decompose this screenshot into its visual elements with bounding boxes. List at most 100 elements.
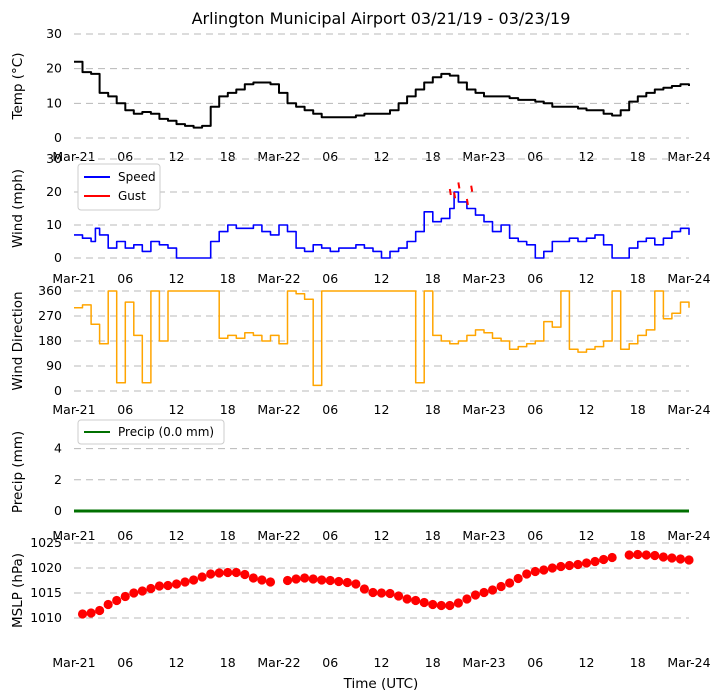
x-tick-label: 06 — [527, 402, 543, 417]
wind-gust-mark — [453, 192, 457, 199]
wind-panel: 0 10 20 30 Wind (mph) Mar-21 06 12 18 Mar-22 06 12 1… — [10, 151, 711, 286]
x-tick-label: 18 — [425, 655, 441, 670]
x-tick-label: 12 — [579, 149, 595, 164]
y-tick-label: 10 — [46, 95, 62, 110]
x-tick-label: 18 — [630, 271, 646, 286]
mslp-panel: 1010 1015 1020 1025 MSLP (hPa) Mar-21 06 12 18 Ma… — [10, 535, 711, 670]
mslp-point — [479, 587, 489, 598]
x-tick-label: 06 — [527, 528, 543, 543]
x-tick-label: 06 — [117, 149, 133, 164]
legend-speed-label: Speed — [118, 170, 156, 184]
wind-direction-series-line — [74, 290, 690, 387]
x-tick-label: 12 — [374, 402, 390, 417]
mslp-point — [240, 569, 250, 580]
mslp-point — [308, 574, 318, 584]
mslp-point — [385, 588, 395, 599]
x-tick-label: 06 — [117, 655, 133, 670]
mslp-point — [393, 591, 404, 601]
y-tick-label: 1015 — [30, 585, 62, 600]
mslp-point — [633, 549, 643, 560]
mslp-point — [129, 588, 139, 598]
mslp-point — [197, 572, 207, 582]
x-tick-label: 12 — [169, 271, 185, 286]
y-tick-label: 10 — [46, 217, 62, 232]
x-tick-label: 06 — [117, 402, 133, 417]
mslp-point — [334, 576, 344, 587]
x-tick-label: 06 — [322, 655, 338, 670]
x-tick-label: 18 — [425, 528, 441, 543]
mslp-point — [248, 573, 258, 583]
x-tick-label: 06 — [117, 271, 133, 286]
precip-legend: Precip (0.0 mm) — [77, 419, 225, 445]
x-tick-label: 18 — [630, 528, 646, 543]
x-tick-label: 18 — [425, 402, 441, 417]
temperature-series-line — [74, 60, 690, 129]
mslp-point — [359, 584, 370, 594]
x-tick-label: Mar-23 — [462, 271, 505, 286]
y-tick-label: 20 — [46, 61, 62, 76]
mslp-point — [112, 595, 122, 606]
x-tick-label: 18 — [425, 149, 441, 164]
mslp-point — [368, 587, 378, 598]
x-tick-label: Mar-23 — [462, 528, 505, 543]
mslp-point — [146, 583, 156, 594]
x-tick-label: 18 — [220, 655, 236, 670]
x-tick-label: Mar-24 — [667, 402, 710, 417]
mslp-point — [530, 566, 540, 577]
mslp-point — [556, 561, 566, 572]
y-tick-label: 0 — [54, 503, 62, 518]
precip-panel: 0 2 4 Precip (mm) Mar-21 06 12 18 Mar-22 06 12 18 Ma… — [10, 431, 711, 543]
mslp-point — [411, 595, 421, 606]
y-axis-label: Wind Direction — [10, 291, 26, 390]
wind-gust-mark — [457, 182, 461, 189]
mslp-point — [684, 555, 694, 565]
x-tick-label: 18 — [220, 528, 236, 543]
mslp-point — [137, 586, 147, 596]
legend-precip-label: Precip (0.0 mm) — [118, 425, 214, 439]
x-tick-label: Mar-22 — [257, 402, 300, 417]
x-tick-label: 12 — [374, 528, 390, 543]
wind-legend: Speed Gust — [77, 163, 161, 211]
mslp-point — [539, 565, 549, 575]
x-tick-label: 06 — [322, 271, 338, 286]
x-tick-label: Mar-23 — [462, 402, 505, 417]
x-tick-label: 06 — [527, 655, 543, 670]
y-tick-label: 1020 — [30, 560, 62, 575]
mslp-point — [428, 599, 438, 610]
y-tick-label: 270 — [38, 308, 62, 323]
x-tick-label: Mar-22 — [257, 271, 300, 286]
mslp-point — [206, 569, 216, 579]
precip-legend-box — [77, 419, 225, 445]
mslp-point — [171, 579, 182, 589]
mslp-point — [214, 568, 224, 578]
x-tick-label: 06 — [117, 528, 133, 543]
mslp-point — [658, 552, 668, 562]
x-tick-label: Mar-23 — [462, 655, 505, 670]
y-tick-label: 20 — [46, 184, 62, 199]
x-tick-label: Mar-21 — [52, 271, 95, 286]
wind-legend-box — [77, 163, 161, 211]
mslp-point — [496, 581, 506, 592]
mslp-point — [291, 574, 301, 584]
x-tick-label: 06 — [527, 271, 543, 286]
x-tick-label: 18 — [220, 402, 236, 417]
x-tick-label: 18 — [425, 271, 441, 286]
mslp-point — [573, 559, 583, 570]
y-tick-label: 0 — [54, 130, 62, 145]
y-tick-label: 0 — [54, 383, 62, 398]
x-tick-label: Mar-21 — [52, 655, 95, 670]
x-tick-label: 12 — [169, 402, 185, 417]
x-tick-label: 12 — [169, 149, 185, 164]
x-tick-label: 12 — [169, 655, 185, 670]
mslp-point — [257, 575, 267, 585]
mslp-point — [436, 600, 446, 611]
y-tick-label: 30 — [46, 26, 62, 41]
temperature-panel: 0 10 20 30 Temp (°C) Mar-21 06 12 18 Mar-22 06 12 18… — [10, 26, 711, 164]
y-tick-label: 0 — [54, 250, 62, 265]
mslp-point — [95, 605, 105, 616]
mslp-point — [675, 554, 686, 564]
mslp-point — [188, 575, 199, 585]
mslp-point — [590, 556, 600, 567]
x-tick-label: Mar-21 — [52, 149, 95, 164]
x-tick-label: 06 — [322, 402, 338, 417]
